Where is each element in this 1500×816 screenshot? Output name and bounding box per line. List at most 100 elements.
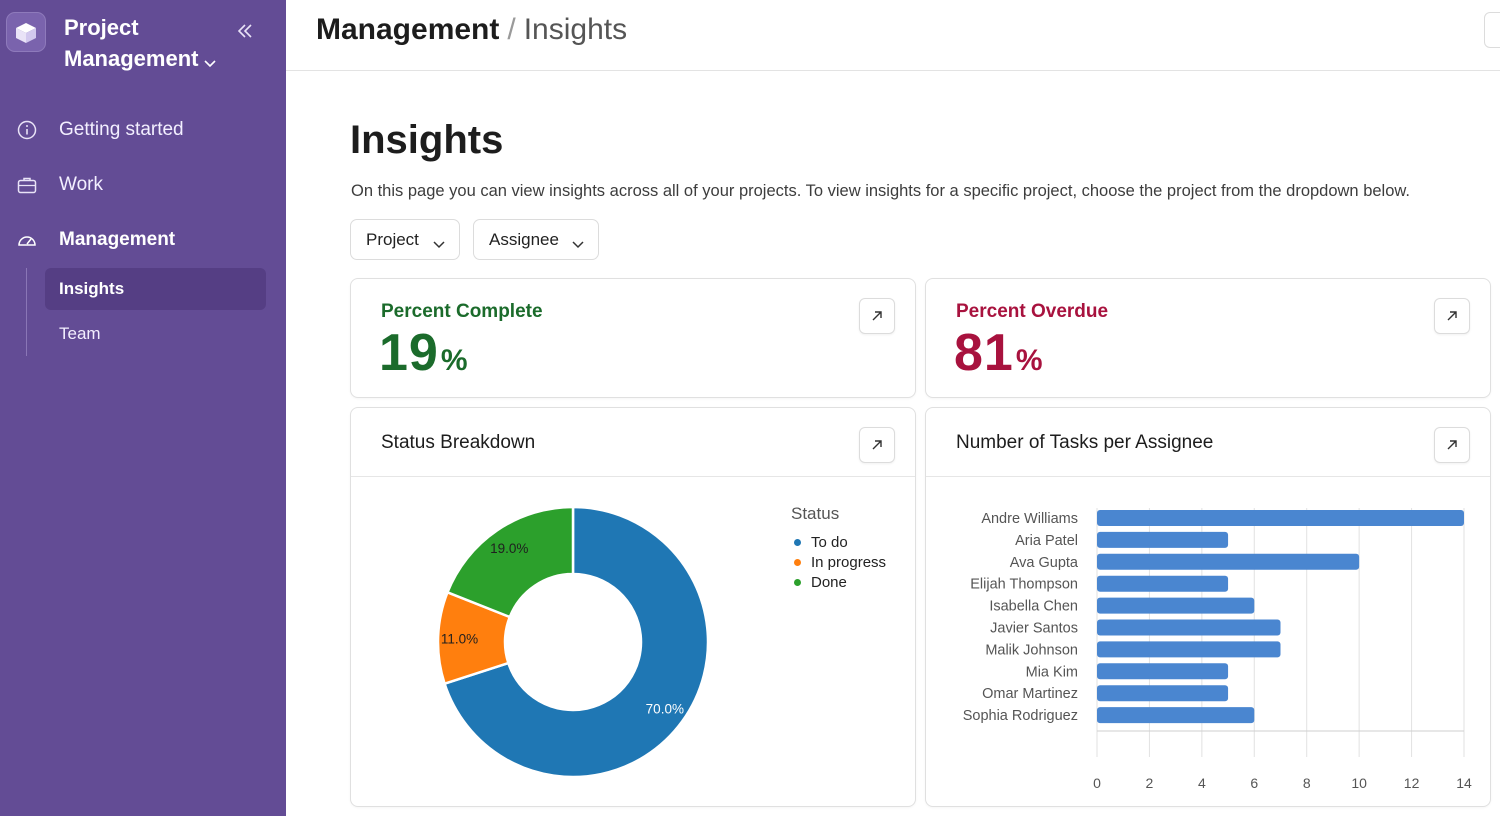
sidebar-subitem-insights[interactable]: Insights [45,268,266,310]
y-tick-label: Andre Williams [981,511,1078,527]
arrow-up-right-icon [872,440,882,450]
percent-overdue-card: Percent Overdue 81% [925,278,1491,398]
percent-complete-unit: % [440,344,469,377]
donut-data-label: 19.0% [490,541,528,556]
bar[interactable] [1097,685,1229,702]
tasks-bar-chart: 0 2 4 6 8 10 12 14 Andre Williams Aria Patel Ava G… [963,508,1472,791]
chevron-down-icon [572,234,584,254]
legend-label: To do [811,534,848,551]
percent-complete-number: 19 [379,324,439,382]
bar[interactable] [1097,663,1229,680]
legend-item-in-progress[interactable]: In progress [794,554,886,571]
project-filter-label: Project [366,229,419,249]
legend-item-done[interactable]: Done [794,574,847,591]
y-tick-label: Mia Kim [1026,664,1078,680]
expand-button[interactable] [1434,427,1470,463]
donut-slice-done[interactable] [445,505,575,619]
sidebar-subitem-team[interactable]: Team [59,324,101,343]
project-switcher[interactable]: Project Management [64,12,217,76]
bar[interactable] [1097,553,1360,570]
chevron-down-icon [433,234,445,254]
breadcrumb-separator: / [507,13,516,46]
percent-complete-label: Percent Complete [381,301,543,322]
donut-slice-to-do[interactable] [443,505,710,779]
y-tick-label: Aria Patel [1015,533,1078,549]
tasks-per-assignee-title: Number of Tasks per Assignee [956,432,1214,453]
legend-title: Status [791,504,840,523]
legend-item-todo[interactable]: To do [794,534,848,551]
legend-swatch [794,539,801,546]
card-header: Status Breakdown [351,408,915,477]
sidebar-item-getting-started[interactable]: Getting started [0,108,286,152]
bar[interactable] [1097,707,1255,724]
collapse-sidebar-button[interactable] [234,20,256,42]
legend-label: In progress [811,554,887,571]
y-tick-label: Ava Gupta [1010,555,1079,571]
legend-label: Done [811,574,847,591]
donut-data-label: 70.0% [646,702,684,717]
project-filter-dropdown[interactable]: Project [350,219,460,260]
percent-overdue-number: 81 [954,324,1014,382]
x-tick-label: 10 [1351,775,1367,791]
status-breakdown-card: Status Breakdown 70.0% 11.0% 19.0% Status … [350,407,916,807]
sidebar-item-work[interactable]: Work [0,163,286,207]
bar[interactable] [1097,619,1281,636]
status-donut-chart: 70.0% 11.0% 19.0% [436,505,710,779]
breadcrumb-current: Insights [523,13,628,46]
arrow-up-right-icon [872,311,882,321]
x-tick-label: 14 [1456,775,1472,791]
y-tick-label: Elijah Thompson [970,577,1078,593]
page-description: On this page you can view insights acros… [351,182,1410,200]
x-tick-label: 8 [1303,775,1311,791]
app-logo[interactable] [6,12,46,52]
x-tick-label: 4 [1198,775,1206,791]
briefcase-icon [17,177,37,194]
y-tick-label: Omar Martinez [982,686,1078,702]
breadcrumb: Management / Insights [316,12,627,48]
assignee-filter-dropdown[interactable]: Assignee [473,219,599,260]
bar[interactable] [1097,597,1255,614]
donut-data-label: 11.0% [441,631,478,646]
page-title: Insights [350,118,504,162]
x-tick-label: 6 [1250,775,1258,791]
gauge-icon [18,236,36,246]
x-tick-label: 2 [1146,775,1154,791]
breadcrumb-parent[interactable]: Management [316,13,500,46]
sidebar-item-label: Work [59,174,103,195]
y-tick-label: Javier Santos [990,621,1078,637]
app-title-line1: Project [64,15,139,40]
assignee-filter-label: Assignee [489,229,559,249]
bar[interactable] [1097,641,1281,658]
tasks-per-assignee-card: Number of Tasks per Assignee 0 2 4 6 8 10 12 14… [925,407,1491,807]
expand-button[interactable] [1434,298,1470,334]
arrow-up-right-icon [1447,311,1457,321]
percent-overdue-unit: % [1015,344,1044,377]
arrow-up-right-icon [1447,440,1457,450]
sidebar-item-label: Management [59,229,176,250]
bar[interactable] [1097,510,1464,526]
expand-button[interactable] [859,427,895,463]
expand-button[interactable] [859,298,895,334]
card-header: Number of Tasks per Assignee [926,408,1490,477]
sidebar: Project Management Getting started Work … [0,0,286,816]
bar[interactable] [1097,575,1229,592]
percent-overdue-value: 81% [954,323,1044,383]
y-tick-label: Malik Johnson [985,642,1078,658]
legend-swatch [794,559,801,566]
y-tick-label: Isabella Chen [989,599,1078,615]
chevron-down-icon [204,45,217,76]
sidebar-item-management[interactable]: Management [0,218,286,262]
percent-complete-value: 19% [379,323,469,383]
bar[interactable] [1097,531,1229,548]
percent-complete-card: Percent Complete 19% [350,278,916,398]
x-tick-label: 0 [1093,775,1101,791]
subnav-divider [26,268,27,356]
double-chevron-left-icon [237,24,252,38]
info-icon [17,120,37,140]
header-action-button[interactable] [1484,12,1500,48]
percent-overdue-label: Percent Overdue [956,301,1109,322]
sidebar-item-label: Getting started [59,119,184,140]
x-tick-label: 12 [1404,775,1420,791]
legend-swatch [794,579,801,586]
top-header: Management / Insights [286,0,1500,71]
